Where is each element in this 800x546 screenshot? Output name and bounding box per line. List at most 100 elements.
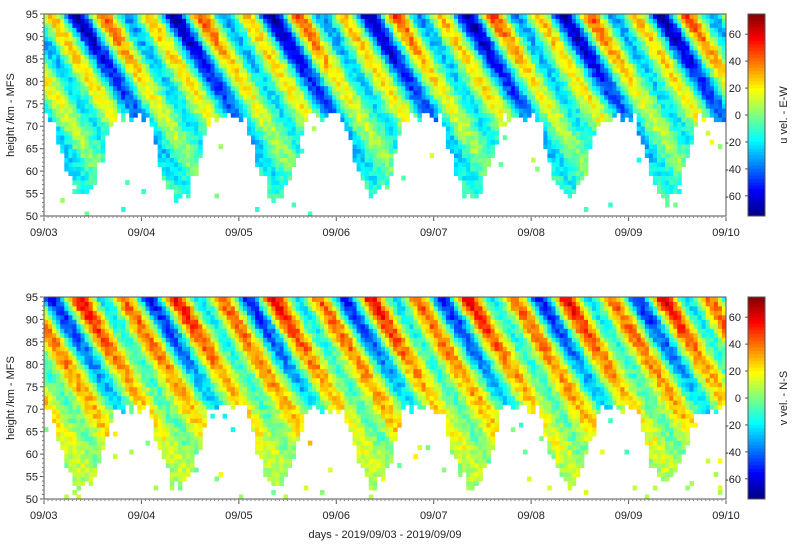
heatmap-cell [149,49,155,55]
heatmap-cell [506,108,512,114]
heatmap-cell [315,58,321,64]
heatmap-cell [52,76,57,82]
heatmap-cell [328,81,333,87]
heatmap-cell [490,58,496,64]
heatmap-cell [190,157,195,163]
heatmap-cell [186,121,191,127]
heatmap-cell [230,108,236,114]
heatmap-cell [409,72,414,78]
heatmap-cell [328,76,333,82]
heatmap-cell [259,76,264,82]
heatmap-cell [539,99,544,105]
heatmap-cell [246,72,252,78]
heatmap-cell [470,184,475,190]
heatmap-cell [677,54,682,60]
heatmap-cell [153,58,159,64]
heatmap-cell [445,14,451,19]
heatmap-cell [380,14,386,19]
heatmap-cell [433,22,439,28]
heatmap-cell [84,72,90,78]
heatmap-cell [624,76,629,82]
heatmap-cell [555,22,560,28]
heatmap-cell [563,148,569,154]
heatmap-cell [153,135,159,141]
heatmap-cell [145,99,150,105]
heatmap-cell [677,99,682,105]
heatmap-cell [693,18,698,24]
heatmap-cell [478,58,483,64]
heatmap-cell [190,162,195,168]
heatmap-cell [579,27,585,33]
heatmap-cell [177,54,183,60]
heatmap-cell [681,139,686,145]
heatmap-cell [693,22,698,28]
heatmap-cell [364,81,370,87]
heatmap-cell [583,94,589,100]
heatmap-cell [677,76,682,82]
heatmap-cell [267,103,272,109]
heatmap-cell [259,130,264,136]
heatmap-cell [275,40,280,46]
heatmap-cell [271,49,276,55]
heatmap-cell [218,72,224,78]
heatmap-cell [80,117,85,123]
heatmap-cell [80,148,85,154]
heatmap-cell [523,67,528,73]
heatmap-cell [344,63,349,69]
heatmap-cell [125,81,130,87]
heatmap-cell [685,67,690,73]
heatmap-cell [214,31,219,37]
heatmap-cell [234,85,240,91]
heatmap-cell [494,49,500,55]
heatmap-cell [84,166,90,172]
heatmap-cell [68,81,73,87]
heatmap-cell [531,49,536,55]
heatmap-cell [616,67,621,73]
heatmap-cell [482,63,487,69]
heatmap-cell [567,67,573,73]
heatmap-cell [551,40,556,46]
heatmap-cell [267,81,272,87]
heatmap-cell [117,27,122,33]
heatmap-cell [677,36,682,42]
heatmap-cell [454,112,459,118]
heatmap-cell [68,67,73,73]
heatmap-cell [405,40,410,46]
heatmap-cell [340,40,345,46]
heatmap-cell [587,67,593,73]
heatmap-cell [389,162,394,168]
heatmap-cell [583,85,589,91]
heatmap-cell [267,112,272,118]
heatmap-cell [628,36,634,42]
heatmap-cell [145,49,150,55]
heatmap-cell [661,135,666,141]
heatmap-cell [587,90,593,96]
heatmap-cell [656,31,662,37]
heatmap-cell [259,108,264,114]
heatmap-cell [628,112,634,118]
heatmap-cell [677,67,682,73]
heatmap-cell [291,18,297,24]
heatmap-cell [48,36,53,42]
heatmap-cell [206,40,211,46]
heatmap-cell [169,58,175,64]
heatmap-cell [48,90,53,96]
heatmap-cell [80,135,85,141]
heatmap-cell [340,108,345,114]
heatmap-cell [701,49,707,55]
heatmap-cell [425,22,431,28]
heatmap-cell [108,99,114,105]
heatmap-cell [490,36,496,42]
heatmap-cell [202,121,207,127]
heatmap-cell [445,144,451,150]
heatmap-cell [336,36,341,42]
heatmap-cell [494,58,500,64]
heatmap-cell [547,14,552,19]
heatmap-cell [186,180,191,185]
heatmap-cell [149,99,155,105]
heatmap-cell [458,126,463,132]
heatmap-cell [332,40,337,46]
heatmap-cell [449,148,455,154]
heatmap-cell [234,72,240,78]
heatmap-cell [230,58,236,64]
